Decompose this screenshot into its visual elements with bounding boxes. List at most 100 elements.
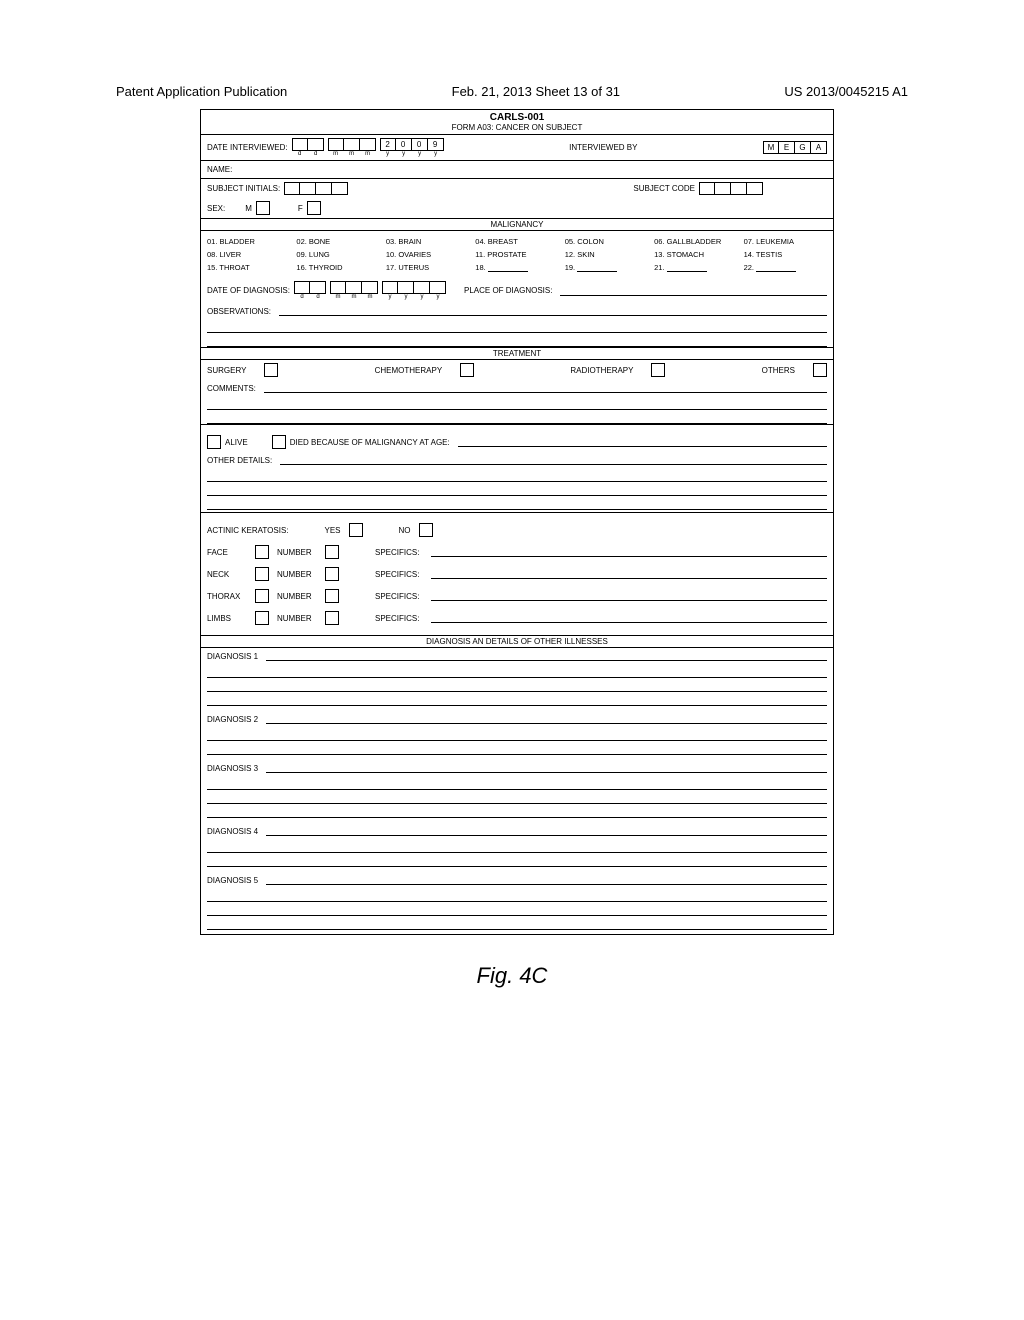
date-mmm-stack: m m m — [328, 138, 376, 157]
write-line[interactable] — [207, 839, 827, 853]
alive-checkbox[interactable] — [207, 435, 221, 449]
under-m: m — [328, 151, 344, 157]
diag-line[interactable] — [266, 651, 827, 661]
diag-date-box[interactable] — [330, 281, 346, 294]
code-box[interactable] — [731, 182, 747, 195]
ak-specifics-line[interactable] — [431, 613, 827, 623]
date-dd-stack: d d — [292, 138, 324, 157]
ak-site-checkbox[interactable] — [255, 567, 269, 581]
write-line[interactable] — [207, 410, 827, 424]
observations-line[interactable] — [279, 306, 827, 316]
ak-number-box[interactable] — [325, 589, 339, 603]
interviewer-box[interactable]: E — [779, 141, 795, 154]
write-line[interactable] — [207, 396, 827, 410]
date-box[interactable] — [292, 138, 308, 151]
date-box[interactable]: 9 — [428, 138, 444, 151]
diag-line[interactable] — [266, 714, 827, 724]
ak-number-label: NUMBER — [277, 570, 317, 579]
ak-site-label: FACE — [207, 548, 247, 557]
diag-date-box[interactable] — [382, 281, 398, 294]
write-line[interactable] — [207, 741, 827, 755]
diag-date-box[interactable] — [346, 281, 362, 294]
write-line[interactable] — [207, 333, 827, 347]
write-line[interactable] — [207, 678, 827, 692]
diag-date-box[interactable] — [398, 281, 414, 294]
ak-no-checkbox[interactable] — [419, 523, 433, 537]
code-box[interactable] — [699, 182, 715, 195]
ak-site-checkbox[interactable] — [255, 611, 269, 625]
date-box[interactable]: 0 — [396, 138, 412, 151]
surgery-checkbox[interactable] — [264, 363, 278, 377]
write-line[interactable] — [207, 692, 827, 706]
ak-number-box[interactable] — [325, 611, 339, 625]
ak-specifics-line[interactable] — [431, 591, 827, 601]
other-details-line[interactable] — [280, 455, 827, 465]
write-line[interactable] — [207, 664, 827, 678]
died-checkbox[interactable] — [272, 435, 286, 449]
form-container: CARLS-001 FORM A03: CANCER ON SUBJECT DA… — [200, 109, 834, 935]
write-line[interactable] — [207, 790, 827, 804]
write-line[interactable] — [207, 804, 827, 818]
ak-number-box[interactable] — [325, 545, 339, 559]
diag-label: DIAGNOSIS 2 — [207, 715, 258, 724]
diag-line[interactable] — [266, 875, 827, 885]
chemo-checkbox[interactable] — [460, 363, 474, 377]
interviewer-box[interactable]: M — [763, 141, 779, 154]
malig-item: 07. LEUKEMIA — [744, 237, 827, 246]
ak-specifics-line[interactable] — [431, 547, 827, 557]
diag-date-box[interactable] — [430, 281, 446, 294]
diag-date-box[interactable] — [294, 281, 310, 294]
under-m: m — [360, 151, 376, 157]
date-box[interactable]: 2 — [380, 138, 396, 151]
interviewer-box[interactable]: A — [811, 141, 827, 154]
initials-box[interactable] — [316, 182, 332, 195]
write-line[interactable] — [207, 319, 827, 333]
diag-line[interactable] — [266, 826, 827, 836]
initials-box[interactable] — [284, 182, 300, 195]
write-line[interactable] — [207, 888, 827, 902]
ak-specifics-line[interactable] — [431, 569, 827, 579]
write-line[interactable] — [207, 902, 827, 916]
ak-site-checkbox[interactable] — [255, 589, 269, 603]
write-line[interactable] — [207, 853, 827, 867]
alive-died-row: ALIVE DIED BECAUSE OF MALIGNANCY AT AGE: — [201, 425, 833, 452]
code-box[interactable] — [715, 182, 731, 195]
ak-site-checkbox[interactable] — [255, 545, 269, 559]
code-box[interactable] — [747, 182, 763, 195]
diag-label: DIAGNOSIS 5 — [207, 876, 258, 885]
initials-box[interactable] — [300, 182, 316, 195]
form-subtitle: FORM A03: CANCER ON SUBJECT — [201, 123, 833, 135]
date-dd-boxes — [292, 138, 324, 151]
write-line[interactable] — [207, 727, 827, 741]
sex-m-checkbox[interactable] — [256, 201, 270, 215]
date-box[interactable] — [308, 138, 324, 151]
ak-number-label: NUMBER — [277, 548, 317, 557]
header-right: US 2013/0045215 A1 — [784, 84, 908, 99]
diag-date-box[interactable] — [362, 281, 378, 294]
diag-date-box[interactable] — [414, 281, 430, 294]
sex-f-checkbox[interactable] — [307, 201, 321, 215]
write-line[interactable] — [207, 482, 827, 496]
ak-yes-checkbox[interactable] — [349, 523, 363, 537]
radio-checkbox[interactable] — [651, 363, 665, 377]
interviewer-box[interactable]: G — [795, 141, 811, 154]
initials-box[interactable] — [332, 182, 348, 195]
write-line[interactable] — [207, 468, 827, 482]
comments-line[interactable] — [264, 383, 827, 393]
died-age-line[interactable] — [458, 437, 827, 447]
write-line[interactable] — [207, 916, 827, 930]
ak-number-label: NUMBER — [277, 592, 317, 601]
date-box[interactable] — [344, 138, 360, 151]
date-box[interactable] — [328, 138, 344, 151]
diag-date-box[interactable] — [310, 281, 326, 294]
diag3-row: DIAGNOSIS 3 — [201, 755, 833, 776]
write-line[interactable] — [207, 776, 827, 790]
place-diag-line[interactable] — [560, 286, 827, 296]
write-line[interactable] — [207, 496, 827, 510]
date-box[interactable]: 0 — [412, 138, 428, 151]
ak-specifics-label: SPECIFICS: — [375, 548, 419, 557]
diag-line[interactable] — [266, 763, 827, 773]
ak-number-box[interactable] — [325, 567, 339, 581]
others-checkbox[interactable] — [813, 363, 827, 377]
date-box[interactable] — [360, 138, 376, 151]
